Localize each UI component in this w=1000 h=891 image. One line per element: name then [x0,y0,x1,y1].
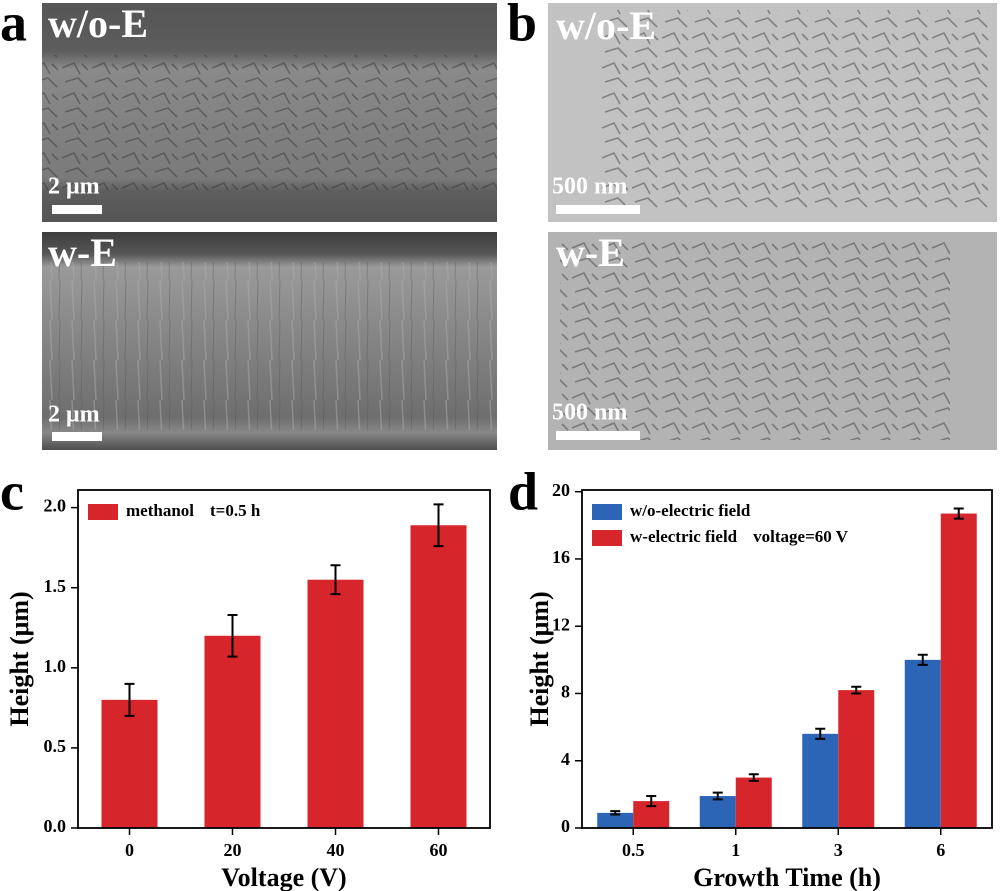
legend-swatch [88,504,118,520]
y-tick-label: 1.5 [44,576,67,596]
x-tick-label: 20 [224,840,242,860]
legend-label: methanol [126,501,194,520]
bar [802,733,839,828]
y-tick-label: 0.0 [44,816,67,836]
error-bar [646,795,657,808]
texture [560,240,950,440]
error-bar [433,503,444,548]
scale-label: 500 nm [552,174,627,200]
x-tick-label: 40 [327,840,345,860]
y-tick-label: 0.5 [44,736,67,756]
x-tick-label: 0.5 [622,840,645,860]
legend-label: w/o-electric field [630,501,751,520]
image-label: w-E [48,230,117,275]
panel-label: b [507,0,537,52]
error-bar [917,653,928,666]
scale-bar [52,205,102,214]
bar [101,699,158,828]
x-axis-label: Growth Time (h) [693,863,881,891]
y-axis-label: Height (μm) [5,591,34,726]
scale-bar [556,205,640,214]
error-bar [227,613,238,658]
error-bar [712,791,723,801]
bar [838,690,875,828]
annotation: voltage=60 V [753,527,849,546]
texture [42,262,497,430]
bar [204,635,261,828]
panel-label: c [0,461,24,521]
y-tick-label: 4 [561,749,570,769]
x-tick-label: 60 [430,840,448,860]
error-bar [124,682,135,717]
y-tick-label: 12 [552,614,570,634]
bar [735,777,772,828]
bar [940,513,977,828]
y-tick-label: 16 [552,547,570,567]
panel-label: d [508,461,538,521]
y-tick-label: 0 [561,816,570,836]
y-tick-label: 8 [561,682,570,702]
y-axis-label: Height (μm) [525,591,554,726]
bar [410,525,467,828]
error-bar [330,564,341,596]
x-tick-label: 0 [125,840,134,860]
scale-bar [52,432,102,441]
scale-label: 500 nm [552,400,627,426]
scale-label: 2 μm [48,402,100,428]
image-label: w/o-E [556,3,656,48]
error-bar [748,773,759,782]
scale-bar [556,431,640,440]
error-bar [851,685,862,695]
y-tick-label: 2.0 [44,496,67,516]
image-label: w-E [556,230,625,275]
x-tick-label: 1 [731,840,740,860]
scale-label: 2 μm [48,174,100,200]
plot-frame [581,489,993,829]
bar [904,659,941,828]
y-tick-label: 20 [552,480,570,500]
error-bar [953,507,964,520]
legend-swatch [592,504,622,520]
image-label: w/o-E [48,1,148,46]
x-axis-label: Voltage (V) [221,863,346,891]
plot-frame [77,489,491,829]
texture [600,10,990,210]
legend-swatch [592,530,622,546]
bar [699,796,736,828]
legend-label: w-electric field [630,527,738,546]
panel-label: a [0,0,27,52]
error-bar [610,810,621,816]
bar [597,812,634,828]
x-tick-label: 3 [834,840,843,860]
bar [307,579,364,828]
texture [42,55,497,190]
annotation: t=0.5 h [210,501,261,520]
y-tick-label: 1.0 [44,656,67,676]
error-bar [815,727,826,740]
x-tick-label: 6 [936,840,945,860]
